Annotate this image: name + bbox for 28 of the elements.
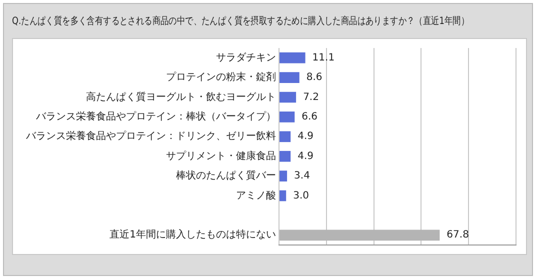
- data-label: 11.1: [312, 52, 335, 64]
- bar: [280, 112, 295, 122]
- data-label: 7.2: [303, 92, 319, 103]
- y-tick-label: バランス栄養食品やプロテイン：ドリンク、ゼリー飲料: [25, 130, 276, 142]
- data-label: 4.9: [298, 131, 314, 142]
- data-label: 67.8: [446, 230, 469, 241]
- data-label: 8.6: [306, 72, 322, 84]
- y-tick-label: サラダチキン: [216, 51, 276, 64]
- bar: [280, 52, 306, 64]
- y-tick-label: 直近1年間に購入したものは特にない: [110, 228, 276, 241]
- data-label: 6.6: [302, 112, 318, 123]
- y-tick-label: 高たんぱく質ヨーグルト・飲むヨーグルト: [86, 90, 276, 103]
- bar: [280, 92, 296, 103]
- bar: [280, 150, 291, 162]
- y-tick-label: 棒状のたんぱく質バー: [176, 170, 276, 182]
- chart-title: Q.たんぱく質を多く含有するとされる商品の中で、たんぱく質を摂取するために購入した商品はありますか？（直近1年間）: [12, 14, 470, 28]
- bar: [280, 230, 440, 241]
- bar: [280, 190, 286, 202]
- bar: [280, 170, 288, 182]
- bar: [280, 131, 291, 142]
- y-tick-label: アミノ酸: [236, 189, 276, 202]
- y-tick-label: バランス栄養食品やプロテイン：棒状（バータイプ）: [35, 110, 276, 123]
- data-label: 3.0: [293, 190, 310, 202]
- bar: [280, 72, 300, 83]
- y-tick-label: プロテインの粉末・錠剤: [166, 71, 276, 84]
- data-label: 3.4: [294, 170, 310, 182]
- y-tick-label: サプリメント・健康食品: [166, 150, 276, 162]
- data-label: 4.9: [298, 150, 314, 162]
